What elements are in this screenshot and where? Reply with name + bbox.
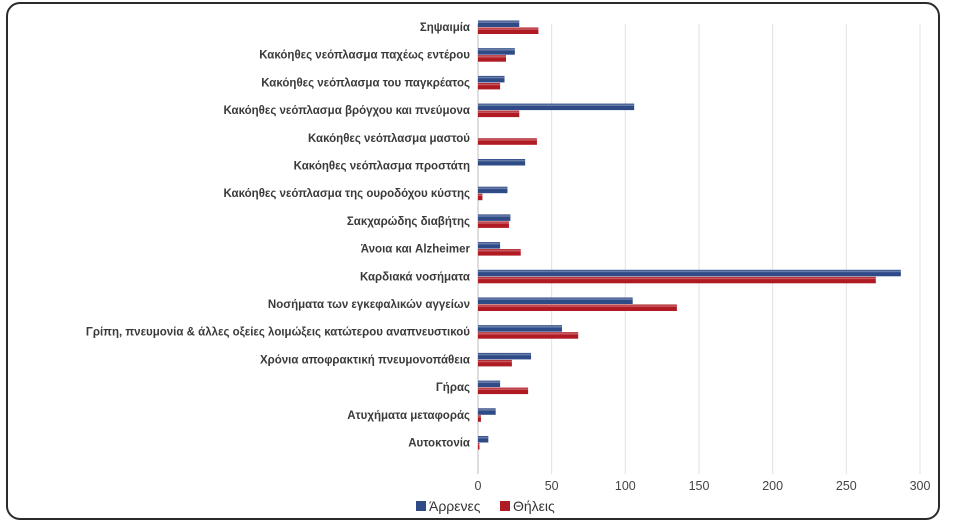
legend-item: Θήλεις — [500, 498, 555, 514]
bar-shine — [478, 76, 505, 79]
bar-male — [478, 436, 489, 443]
bar-female — [478, 332, 579, 339]
bar-shine — [478, 360, 512, 363]
bar-shine — [478, 159, 526, 162]
bar-female — [478, 138, 537, 145]
bar-shine — [478, 49, 515, 51]
x-tick-label: 200 — [762, 479, 783, 493]
bar-female — [478, 193, 483, 201]
bar-female — [478, 415, 481, 422]
bar-female — [478, 387, 529, 395]
bar-shine — [478, 270, 901, 273]
bar-male — [478, 75, 505, 83]
x-tick-label: 100 — [615, 479, 636, 493]
category-label: Νοσήματα των εγκεφαλικών αγγείων — [268, 299, 470, 311]
bar-shine — [478, 443, 480, 446]
bar-female — [478, 82, 501, 90]
bar-male — [478, 269, 901, 277]
bar-shine — [478, 333, 579, 335]
bar-male — [478, 103, 635, 111]
bar-male — [478, 20, 520, 27]
bar-female — [478, 249, 521, 256]
bar-male — [478, 325, 562, 332]
bar-male — [478, 408, 496, 415]
category-label: Σακχαρώδης διαβήτης — [347, 216, 470, 228]
x-axis-ticks: 0 50 100 150 200 250 300 — [475, 479, 931, 493]
category-label: Καρδιακά νοσήματα — [360, 271, 470, 283]
category-label: Κακόηθες νεόπλασμα της ουροδόχου κύστης — [224, 188, 470, 200]
bar-shine — [478, 249, 521, 252]
bar-shine — [478, 215, 511, 217]
x-tick-label: 300 — [910, 479, 931, 493]
bar-shine — [478, 21, 520, 23]
bar-shine — [478, 298, 633, 300]
category-label: Κακόηθες νεόπλασμα βρόγχου και πνεύμονα — [223, 105, 470, 117]
bars — [478, 20, 901, 450]
bar-shine — [478, 353, 532, 356]
category-label: Αυτοκτονία — [408, 438, 470, 450]
bar-male — [478, 214, 511, 221]
category-label: Άνοια και Alzheimer — [361, 244, 471, 256]
bar-male — [478, 297, 633, 304]
category-label: Γρίπη, πνευμονία & άλλες οξείες λοιμώξει… — [86, 327, 470, 339]
category-label: Ατυχήματα μεταφοράς — [347, 410, 470, 422]
bar-chart: Σηψαιμία Κακόηθες νεόπλασμα παχέως εντέρο… — [86, 20, 931, 514]
bar-shine — [478, 194, 483, 197]
bar-female — [478, 27, 539, 34]
bar-shine — [478, 409, 496, 411]
category-label: Κακόηθες νεόπλασμα του παγκρέατος — [261, 77, 470, 89]
bar-male — [478, 48, 515, 55]
bar-shine — [478, 305, 677, 307]
bar-male — [478, 159, 526, 166]
bar-male — [478, 242, 501, 249]
bar-female — [478, 304, 677, 311]
x-tick-label: 50 — [545, 479, 559, 493]
category-label: Γήρας — [436, 382, 470, 394]
bar-shine — [478, 436, 489, 439]
x-tick-label: 250 — [836, 479, 857, 493]
legend-label: Θήλεις — [513, 498, 555, 514]
bar-female — [478, 110, 520, 118]
bar-male — [478, 352, 532, 360]
category-labels: Σηψαιμία Κακόηθες νεόπλασμα παχέως εντέρο… — [86, 22, 471, 450]
category-label: Κακόηθες νεόπλασμα προστάτη — [294, 161, 470, 173]
bar-shine — [478, 187, 508, 190]
x-tick-label: 0 — [475, 479, 482, 493]
bar-female — [478, 359, 512, 367]
bar-male — [478, 186, 508, 194]
bar-shine — [478, 242, 501, 245]
bar-shine — [478, 381, 501, 383]
bar-male — [478, 380, 501, 388]
bar-shine — [478, 416, 481, 418]
bar-female — [478, 221, 509, 228]
bar-shine — [478, 388, 529, 390]
bar-shine — [478, 83, 501, 86]
gridlines — [477, 24, 921, 474]
bar-female — [478, 55, 506, 62]
legend-swatch — [500, 501, 510, 511]
category-label: Κακόηθες νεόπλασμα παχέως εντέρου — [259, 50, 470, 62]
bar-female — [478, 276, 876, 284]
legend-swatch — [416, 501, 426, 511]
chart-frame: Σηψαιμία Κακόηθες νεόπλασμα παχέως εντέρο… — [6, 2, 940, 520]
bar-shine — [478, 28, 539, 30]
bar-shine — [478, 139, 537, 141]
bar-shine — [478, 104, 635, 106]
category-label: Σηψαιμία — [420, 22, 470, 34]
bar-female — [478, 443, 480, 450]
legend-label: Άρρενες — [429, 498, 481, 514]
x-tick-label: 150 — [689, 479, 710, 493]
bar-shine — [478, 326, 562, 328]
legend-item: Άρρενες — [416, 498, 481, 514]
category-label: Κακόηθες νεόπλασμα μαστού — [308, 133, 470, 145]
bar-shine — [478, 111, 520, 113]
bar-shine — [478, 222, 509, 224]
bar-shine — [478, 56, 506, 58]
category-label: Χρόνια αποφρακτική πνευμονοπάθεια — [260, 354, 470, 366]
legend: Άρρενες Θήλεις — [416, 498, 555, 514]
bar-shine — [478, 277, 876, 280]
